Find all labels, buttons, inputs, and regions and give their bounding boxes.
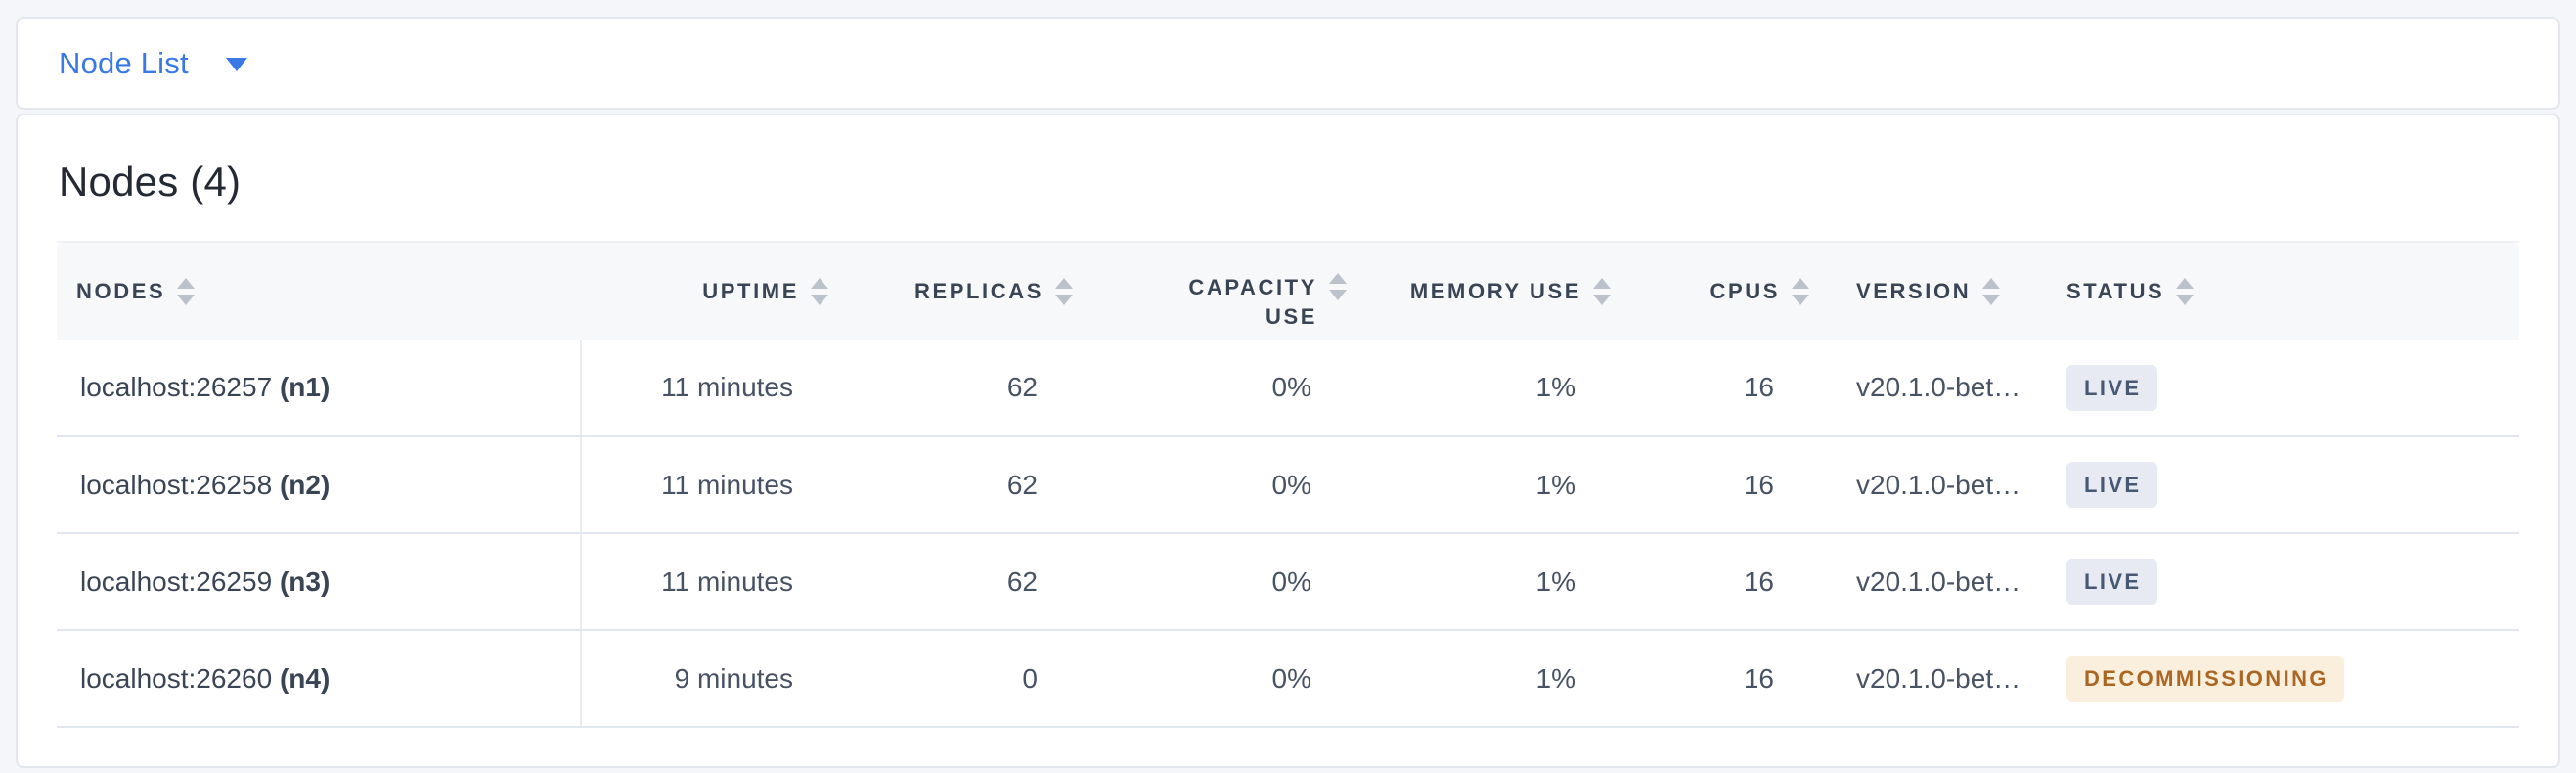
- uptime-cell: 11 minutes: [581, 533, 828, 631]
- memory-use-cell: 1%: [1347, 533, 1611, 631]
- node-address-cell: localhost:26258 (n2): [57, 436, 582, 534]
- version-cell: v20.1.0-bet…: [1809, 630, 2047, 728]
- capacity-use-cell: 0%: [1073, 533, 1347, 631]
- capacity-use-cell: 0%: [1073, 340, 1347, 437]
- nodes-table: Nodes Uptime Replicas: [57, 241, 2519, 728]
- status-cell: LIVE: [2047, 533, 2519, 631]
- sort-icon: [1055, 277, 1073, 305]
- column-header-replicas[interactable]: Replicas: [828, 241, 1073, 340]
- status-cell: LIVE: [2047, 436, 2519, 534]
- memory-use-cell: 1%: [1347, 436, 1611, 534]
- column-label: Uptime: [702, 278, 799, 303]
- node-id: (n3): [279, 566, 331, 597]
- sort-icon: [1329, 272, 1347, 300]
- replicas-cell: 62: [828, 340, 1073, 437]
- replicas-cell: 62: [828, 436, 1073, 534]
- uptime-cell: 9 minutes: [581, 630, 828, 728]
- cpus-cell: 16: [1611, 340, 1809, 437]
- node-address-cell: localhost:26260 (n4): [57, 630, 582, 728]
- node-address: localhost:26257: [80, 372, 273, 402]
- column-label: Memory Use: [1409, 278, 1581, 303]
- status-cell: LIVE: [2047, 340, 2519, 437]
- sort-icon: [2176, 277, 2195, 305]
- column-header-status[interactable]: Status: [2047, 241, 2519, 340]
- uptime-cell: 11 minutes: [581, 436, 828, 534]
- status-badge: LIVE: [2066, 364, 2157, 411]
- column-label: Replicas: [913, 278, 1044, 303]
- replicas-cell: 0: [828, 630, 1073, 728]
- node-address: localhost:26258: [80, 469, 273, 500]
- node-address: localhost:26260: [80, 662, 273, 694]
- node-address: localhost:26259: [80, 566, 273, 597]
- status-badge: DECOMMISSIONING: [2066, 656, 2344, 702]
- nodes-card: Nodes (4) Nodes Uptime: [16, 114, 2560, 768]
- node-id: (n1): [279, 372, 331, 402]
- node-id: (n4): [279, 662, 331, 694]
- version-cell: v20.1.0-bet…: [1809, 340, 2047, 437]
- column-header-capacity-use[interactable]: Capacity Use: [1073, 241, 1347, 340]
- sort-icon: [177, 277, 196, 305]
- sort-icon: [1982, 277, 2001, 305]
- node-address-cell: localhost:26259 (n3): [57, 533, 582, 631]
- sort-icon: [1593, 277, 1611, 305]
- table-row: localhost:26257 (n1) 11 minutes 62 0% 1%…: [57, 340, 2519, 437]
- node-address-cell: localhost:26257 (n1): [57, 340, 582, 437]
- version-cell: v20.1.0-bet…: [1809, 436, 2047, 534]
- replicas-cell: 62: [828, 533, 1073, 631]
- table-row: localhost:26259 (n3) 11 minutes 62 0% 1%…: [57, 533, 2519, 631]
- view-switcher-dropdown[interactable]: Node List: [59, 46, 247, 81]
- memory-use-cell: 1%: [1347, 340, 1611, 437]
- column-header-version[interactable]: Version: [1809, 241, 2047, 340]
- column-label: Capacity Use: [1188, 274, 1317, 329]
- table-header: Nodes Uptime Replicas: [57, 241, 2519, 340]
- column-header-cpus[interactable]: CPUs: [1611, 241, 1809, 340]
- node-id: (n2): [279, 469, 331, 500]
- sort-icon: [1792, 277, 1809, 305]
- column-label: CPUs: [1710, 278, 1780, 303]
- cpus-cell: 16: [1611, 630, 1809, 728]
- column-label: Nodes: [76, 278, 166, 303]
- column-label: Version: [1856, 278, 1972, 303]
- cpus-cell: 16: [1611, 533, 1809, 631]
- sort-icon: [811, 277, 828, 305]
- page-title: Nodes (4): [59, 159, 242, 205]
- column-header-uptime[interactable]: Uptime: [581, 241, 828, 340]
- chevron-down-icon: [225, 58, 247, 71]
- memory-use-cell: 1%: [1347, 630, 1611, 728]
- cpus-cell: 16: [1611, 436, 1809, 534]
- version-cell: v20.1.0-bet…: [1809, 533, 2047, 631]
- column-header-memory-use[interactable]: Memory Use: [1347, 241, 1611, 340]
- table-row: localhost:26260 (n4) 9 minutes 0 0% 1% 1…: [57, 630, 2519, 728]
- status-cell: DECOMMISSIONING: [2047, 630, 2519, 728]
- uptime-cell: 11 minutes: [581, 340, 828, 437]
- capacity-use-cell: 0%: [1073, 630, 1347, 728]
- status-badge: LIVE: [2066, 462, 2157, 508]
- view-switcher-card: Node List: [16, 17, 2560, 110]
- status-badge: LIVE: [2066, 559, 2157, 605]
- column-label: Status: [2066, 278, 2165, 303]
- column-header-nodes[interactable]: Nodes: [57, 241, 581, 340]
- table-header-row: Nodes Uptime Replicas: [57, 241, 2519, 340]
- table-body: localhost:26257 (n1) 11 minutes 62 0% 1%…: [57, 340, 2519, 728]
- view-switcher-label: Node List: [59, 45, 189, 80]
- capacity-use-cell: 0%: [1073, 436, 1347, 534]
- table-row: localhost:26258 (n2) 11 minutes 62 0% 1%…: [57, 436, 2519, 534]
